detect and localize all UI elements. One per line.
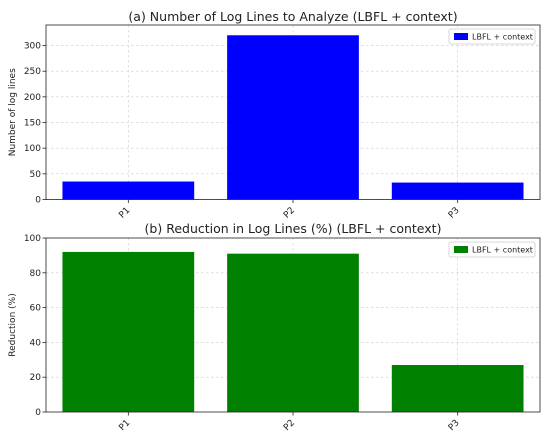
x-tick-label: P3 (447, 418, 462, 433)
x-tick-label: P1 (117, 418, 132, 433)
y-tick-label: 150 (24, 119, 41, 129)
x-tick-label: P3 (447, 206, 462, 221)
y-tick-label: 0 (35, 196, 41, 206)
bar-p2 (227, 253, 359, 412)
legend: LBFL + context (448, 28, 536, 45)
y-axis-label: Reduction (%) (8, 293, 18, 356)
chart-title: (a) Number of Log Lines to Analyze (LBFL… (128, 9, 457, 24)
legend-swatch (454, 246, 468, 253)
y-tick-label: 300 (24, 42, 41, 52)
legend: LBFL + context (448, 241, 536, 258)
bar-p3 (391, 182, 524, 200)
legend-label: LBFL + context (472, 246, 533, 255)
y-tick-label: 40 (30, 338, 42, 348)
x-tick-label: P2 (282, 206, 297, 221)
legend-box (448, 28, 536, 45)
y-tick-label: 100 (24, 144, 41, 154)
chart-panel-a: (a) Number of Log Lines to Analyze (LBFL… (8, 9, 541, 221)
y-tick-label: 250 (24, 67, 41, 77)
legend-label: LBFL + context (472, 33, 533, 42)
y-tick-label: 50 (30, 170, 42, 180)
bar-p3 (391, 365, 524, 412)
chart-panel-b: (b) Reduction in Log Lines (%) (LBFL + c… (8, 221, 541, 433)
y-tick-label: 80 (30, 269, 42, 279)
y-tick-label: 60 (30, 304, 42, 314)
y-tick-label: 200 (24, 93, 41, 103)
legend-box (448, 241, 536, 258)
y-axis-label: Number of log lines (8, 68, 18, 156)
legend-swatch (454, 33, 468, 40)
x-tick-label: P1 (117, 206, 132, 221)
bar-p2 (227, 35, 359, 200)
x-tick-label: P2 (282, 418, 297, 433)
y-tick-label: 100 (24, 234, 41, 244)
y-tick-label: 0 (35, 408, 41, 418)
y-tick-label: 20 (30, 373, 42, 383)
bar-p1 (62, 181, 195, 200)
bar-p1 (62, 251, 195, 412)
chart-title: (b) Reduction in Log Lines (%) (LBFL + c… (145, 221, 442, 236)
